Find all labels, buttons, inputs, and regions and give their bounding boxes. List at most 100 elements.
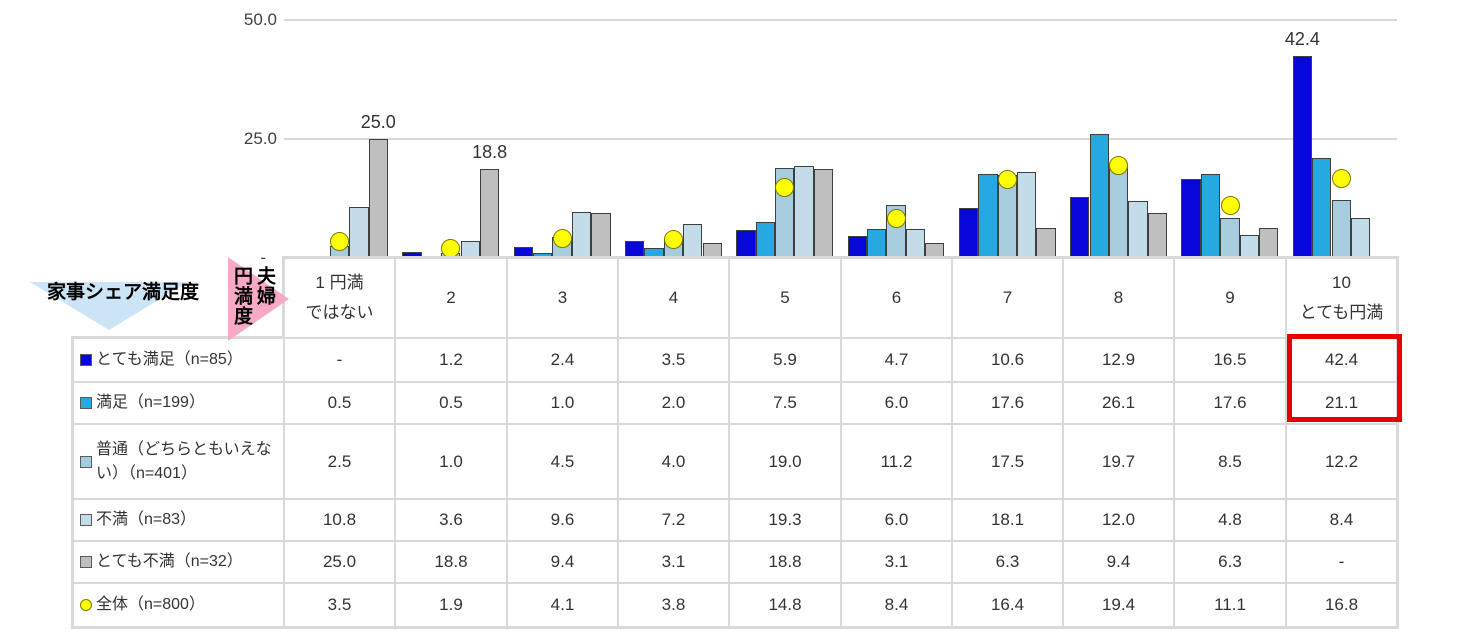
value-cell-r2-c5: 7.5 <box>730 383 840 423</box>
legend-swatch-icon <box>80 354 92 366</box>
value-cell-r2-c1: 0.5 <box>285 383 394 423</box>
value-cell-r4-c8: 12.0 <box>1064 500 1173 540</box>
highlight-box <box>1287 334 1402 422</box>
column-header-cell-5: 5 <box>730 259 840 337</box>
column-header-line: 2 <box>446 288 456 307</box>
column-header-line: とても円満 <box>1299 303 1384 322</box>
value-cell-r4-c7: 18.1 <box>953 500 1062 540</box>
legend-swatch-icon <box>80 514 92 526</box>
value-cell-r6-c4: 3.8 <box>619 584 728 626</box>
value-cell-r3-c2: 1.0 <box>396 425 506 498</box>
column-header-line: 9 <box>1225 288 1235 307</box>
overall-marker-cat9 <box>1220 195 1240 215</box>
y-axis-tick: 50.0 <box>243 10 277 29</box>
legend-swatch-icon <box>80 397 92 409</box>
value-cell-r5-c8: 9.4 <box>1064 542 1173 582</box>
legend-row-label-2: 満足（n=199） <box>74 383 283 423</box>
value-cell-r6-c2: 1.9 <box>396 584 506 626</box>
gridline-50 <box>284 19 1397 21</box>
legend-label-text: 不満（n=83） <box>96 511 197 528</box>
value-cell-r1-c3: 2.4 <box>508 339 617 381</box>
column-header-line: 10 <box>1332 273 1351 292</box>
value-cell-r1-c6: 4.7 <box>842 339 951 381</box>
legend-label-text: 満足（n=199） <box>96 394 205 411</box>
overall-marker-cat4 <box>664 230 684 250</box>
overall-marker-cat1 <box>330 231 350 251</box>
value-cell-r3-c8: 19.7 <box>1064 425 1173 498</box>
value-cell-r3-c9: 8.5 <box>1175 425 1285 498</box>
overall-marker-cat8 <box>1109 156 1129 176</box>
value-cell-r2-c8: 26.1 <box>1064 383 1173 423</box>
column-header-cell-10: 10 とても円満 <box>1287 259 1396 337</box>
value-cell-r6-c10: 16.8 <box>1287 584 1396 626</box>
value-cell-r4-c10: 8.4 <box>1287 500 1396 540</box>
bar-data-label: 25.0 <box>360 112 396 132</box>
value-cell-r3-c4: 4.0 <box>619 425 728 498</box>
value-cell-r5-c6: 3.1 <box>842 542 951 582</box>
column-header-cell-7: 7 <box>953 259 1062 337</box>
value-cell-r2-c3: 1.0 <box>508 383 617 423</box>
value-cell-r4-c5: 19.3 <box>730 500 840 540</box>
legend-label-text: 普通（どちらともいえない）（n=401） <box>96 440 272 482</box>
bar-data-label: 18.8 <box>472 141 508 162</box>
column-header-line: 5 <box>780 288 790 307</box>
value-cell-r3-c3: 4.5 <box>508 425 617 498</box>
legend-row-label-6: 全体（n=800） <box>74 584 283 626</box>
value-cell-r3-c5: 19.0 <box>730 425 840 498</box>
overall-marker-cat10 <box>1331 168 1351 188</box>
column-header-cell-4: 4 <box>619 259 728 337</box>
value-cell-r1-c2: 1.2 <box>396 339 506 381</box>
value-cell-r4-c9: 4.8 <box>1175 500 1285 540</box>
legend-marker-circle-icon <box>80 599 92 611</box>
value-cell-r4-c3: 9.6 <box>508 500 617 540</box>
overall-marker-cat5 <box>775 178 795 198</box>
column-header-line: 3 <box>557 288 568 307</box>
value-cell-r5-c7: 6.3 <box>953 542 1062 582</box>
legend-row-label-1: とても満足（n=85） <box>74 339 283 381</box>
value-cell-r6-c5: 14.8 <box>730 584 840 626</box>
value-cell-r4-c6: 6.0 <box>842 500 951 540</box>
value-cell-r6-c8: 19.4 <box>1064 584 1173 626</box>
value-cell-r6-c1: 3.5 <box>285 584 394 626</box>
value-cell-r5-c5: 18.8 <box>730 542 840 582</box>
value-cell-r3-c1: 2.5 <box>285 425 394 498</box>
column-header-line: 6 <box>891 288 902 307</box>
value-cell-r5-c10: - <box>1287 542 1396 582</box>
overall-marker-cat7 <box>997 170 1017 190</box>
value-cell-r6-c6: 8.4 <box>842 584 951 626</box>
value-cell-r1-c7: 10.6 <box>953 339 1062 381</box>
value-cell-r3-c10: 12.2 <box>1287 425 1396 498</box>
value-cell-r5-c1: 25.0 <box>285 542 394 582</box>
value-cell-r1-c5: 5.9 <box>730 339 840 381</box>
value-cell-r2-c4: 2.0 <box>619 383 728 423</box>
value-cell-r4-c2: 3.6 <box>396 500 506 540</box>
legend-row-label-3: 普通（どちらともいえない）（n=401） <box>74 425 283 498</box>
value-cell-r2-c10: 21.1 <box>1287 383 1396 423</box>
overall-marker-cat3 <box>552 228 572 248</box>
column-header-line: 4 <box>668 288 679 307</box>
value-cell-r3-c7: 17.5 <box>953 425 1062 498</box>
value-cell-r2-c9: 17.6 <box>1175 383 1285 423</box>
value-cell-r4-c4: 7.2 <box>619 500 728 540</box>
column-header-cell-8: 8 <box>1064 259 1173 337</box>
value-cell-r5-c2: 18.8 <box>396 542 506 582</box>
value-cell-r6-c7: 16.4 <box>953 584 1062 626</box>
column-header-line: 1 円満 <box>315 273 364 292</box>
legend-swatch-icon <box>80 556 92 568</box>
column-header-cell-2: 2 <box>396 259 506 337</box>
value-cell-r1-c10: 42.4 <box>1287 339 1396 381</box>
value-cell-r2-c6: 6.0 <box>842 383 951 423</box>
value-cell-r4-c1: 10.8 <box>285 500 394 540</box>
value-cell-r1-c4: 3.5 <box>619 339 728 381</box>
column-header-cell-6: 6 <box>842 259 951 337</box>
column-header-line: 7 <box>1002 288 1013 307</box>
legend-label-text: とても不満（n=32） <box>96 553 243 570</box>
legend-row-label-4: 不満（n=83） <box>74 500 283 540</box>
legend-label-text: とても満足（n=85） <box>96 351 243 368</box>
value-cell-r3-c6: 11.2 <box>842 425 951 498</box>
value-cell-r5-c9: 6.3 <box>1175 542 1285 582</box>
value-cell-r6-c3: 4.1 <box>508 584 617 626</box>
legend-row-label-5: とても不満（n=32） <box>74 542 283 582</box>
